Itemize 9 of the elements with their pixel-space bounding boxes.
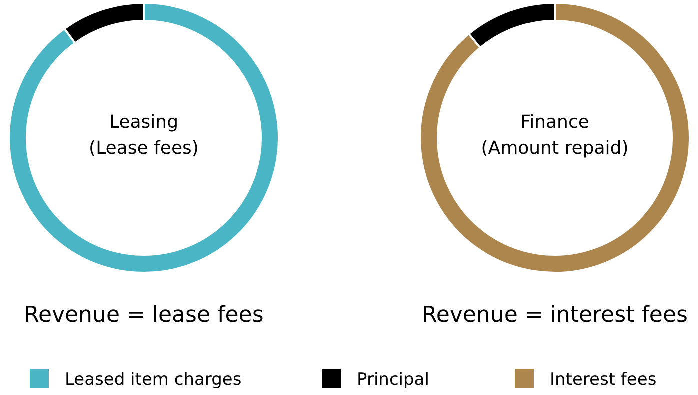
text: Revenue = lease fees [24, 303, 264, 328]
legend-label: Interest fees [550, 370, 657, 390]
text: Revenue = interest fees [422, 303, 688, 328]
legend-label: Principal [357, 370, 430, 390]
text: (Lease fees) [89, 138, 199, 159]
text: Finance [520, 112, 590, 133]
text: (Amount repaid) [481, 138, 629, 159]
text: Leasing [109, 112, 179, 133]
legend-label: Leased item charges [65, 370, 242, 390]
